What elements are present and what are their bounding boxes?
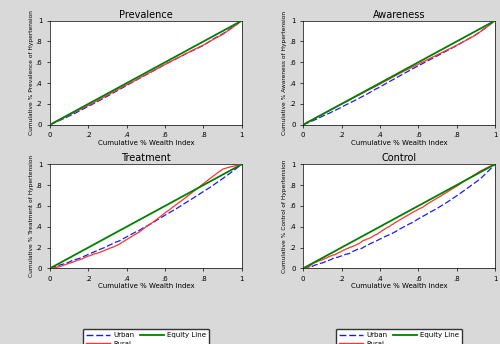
Y-axis label: Cumulative % Treatment of Hypertension: Cumulative % Treatment of Hypertension — [29, 155, 34, 277]
Title: Treatment: Treatment — [121, 153, 171, 163]
Y-axis label: Cumulative % Control of Hypertension: Cumulative % Control of Hypertension — [282, 160, 288, 273]
X-axis label: Cumulative % Wealth Index: Cumulative % Wealth Index — [98, 140, 194, 146]
Y-axis label: Cumulative % Awareness of Hypertension: Cumulative % Awareness of Hypertension — [282, 11, 288, 135]
Legend: Urban, Rural, Equity Line: Urban, Rural, Equity Line — [336, 329, 462, 344]
X-axis label: Cumulative % Wealth Index: Cumulative % Wealth Index — [351, 140, 448, 146]
Legend: Urban, Rural, Equity Line: Urban, Rural, Equity Line — [82, 329, 210, 344]
Title: Control: Control — [382, 153, 416, 163]
Y-axis label: Cumulative % Prevalence of Hypertension: Cumulative % Prevalence of Hypertension — [29, 10, 34, 135]
X-axis label: Cumulative % Wealth Index: Cumulative % Wealth Index — [98, 283, 194, 289]
Title: Prevalence: Prevalence — [119, 10, 173, 20]
X-axis label: Cumulative % Wealth Index: Cumulative % Wealth Index — [351, 283, 448, 289]
Title: Awareness: Awareness — [373, 10, 426, 20]
